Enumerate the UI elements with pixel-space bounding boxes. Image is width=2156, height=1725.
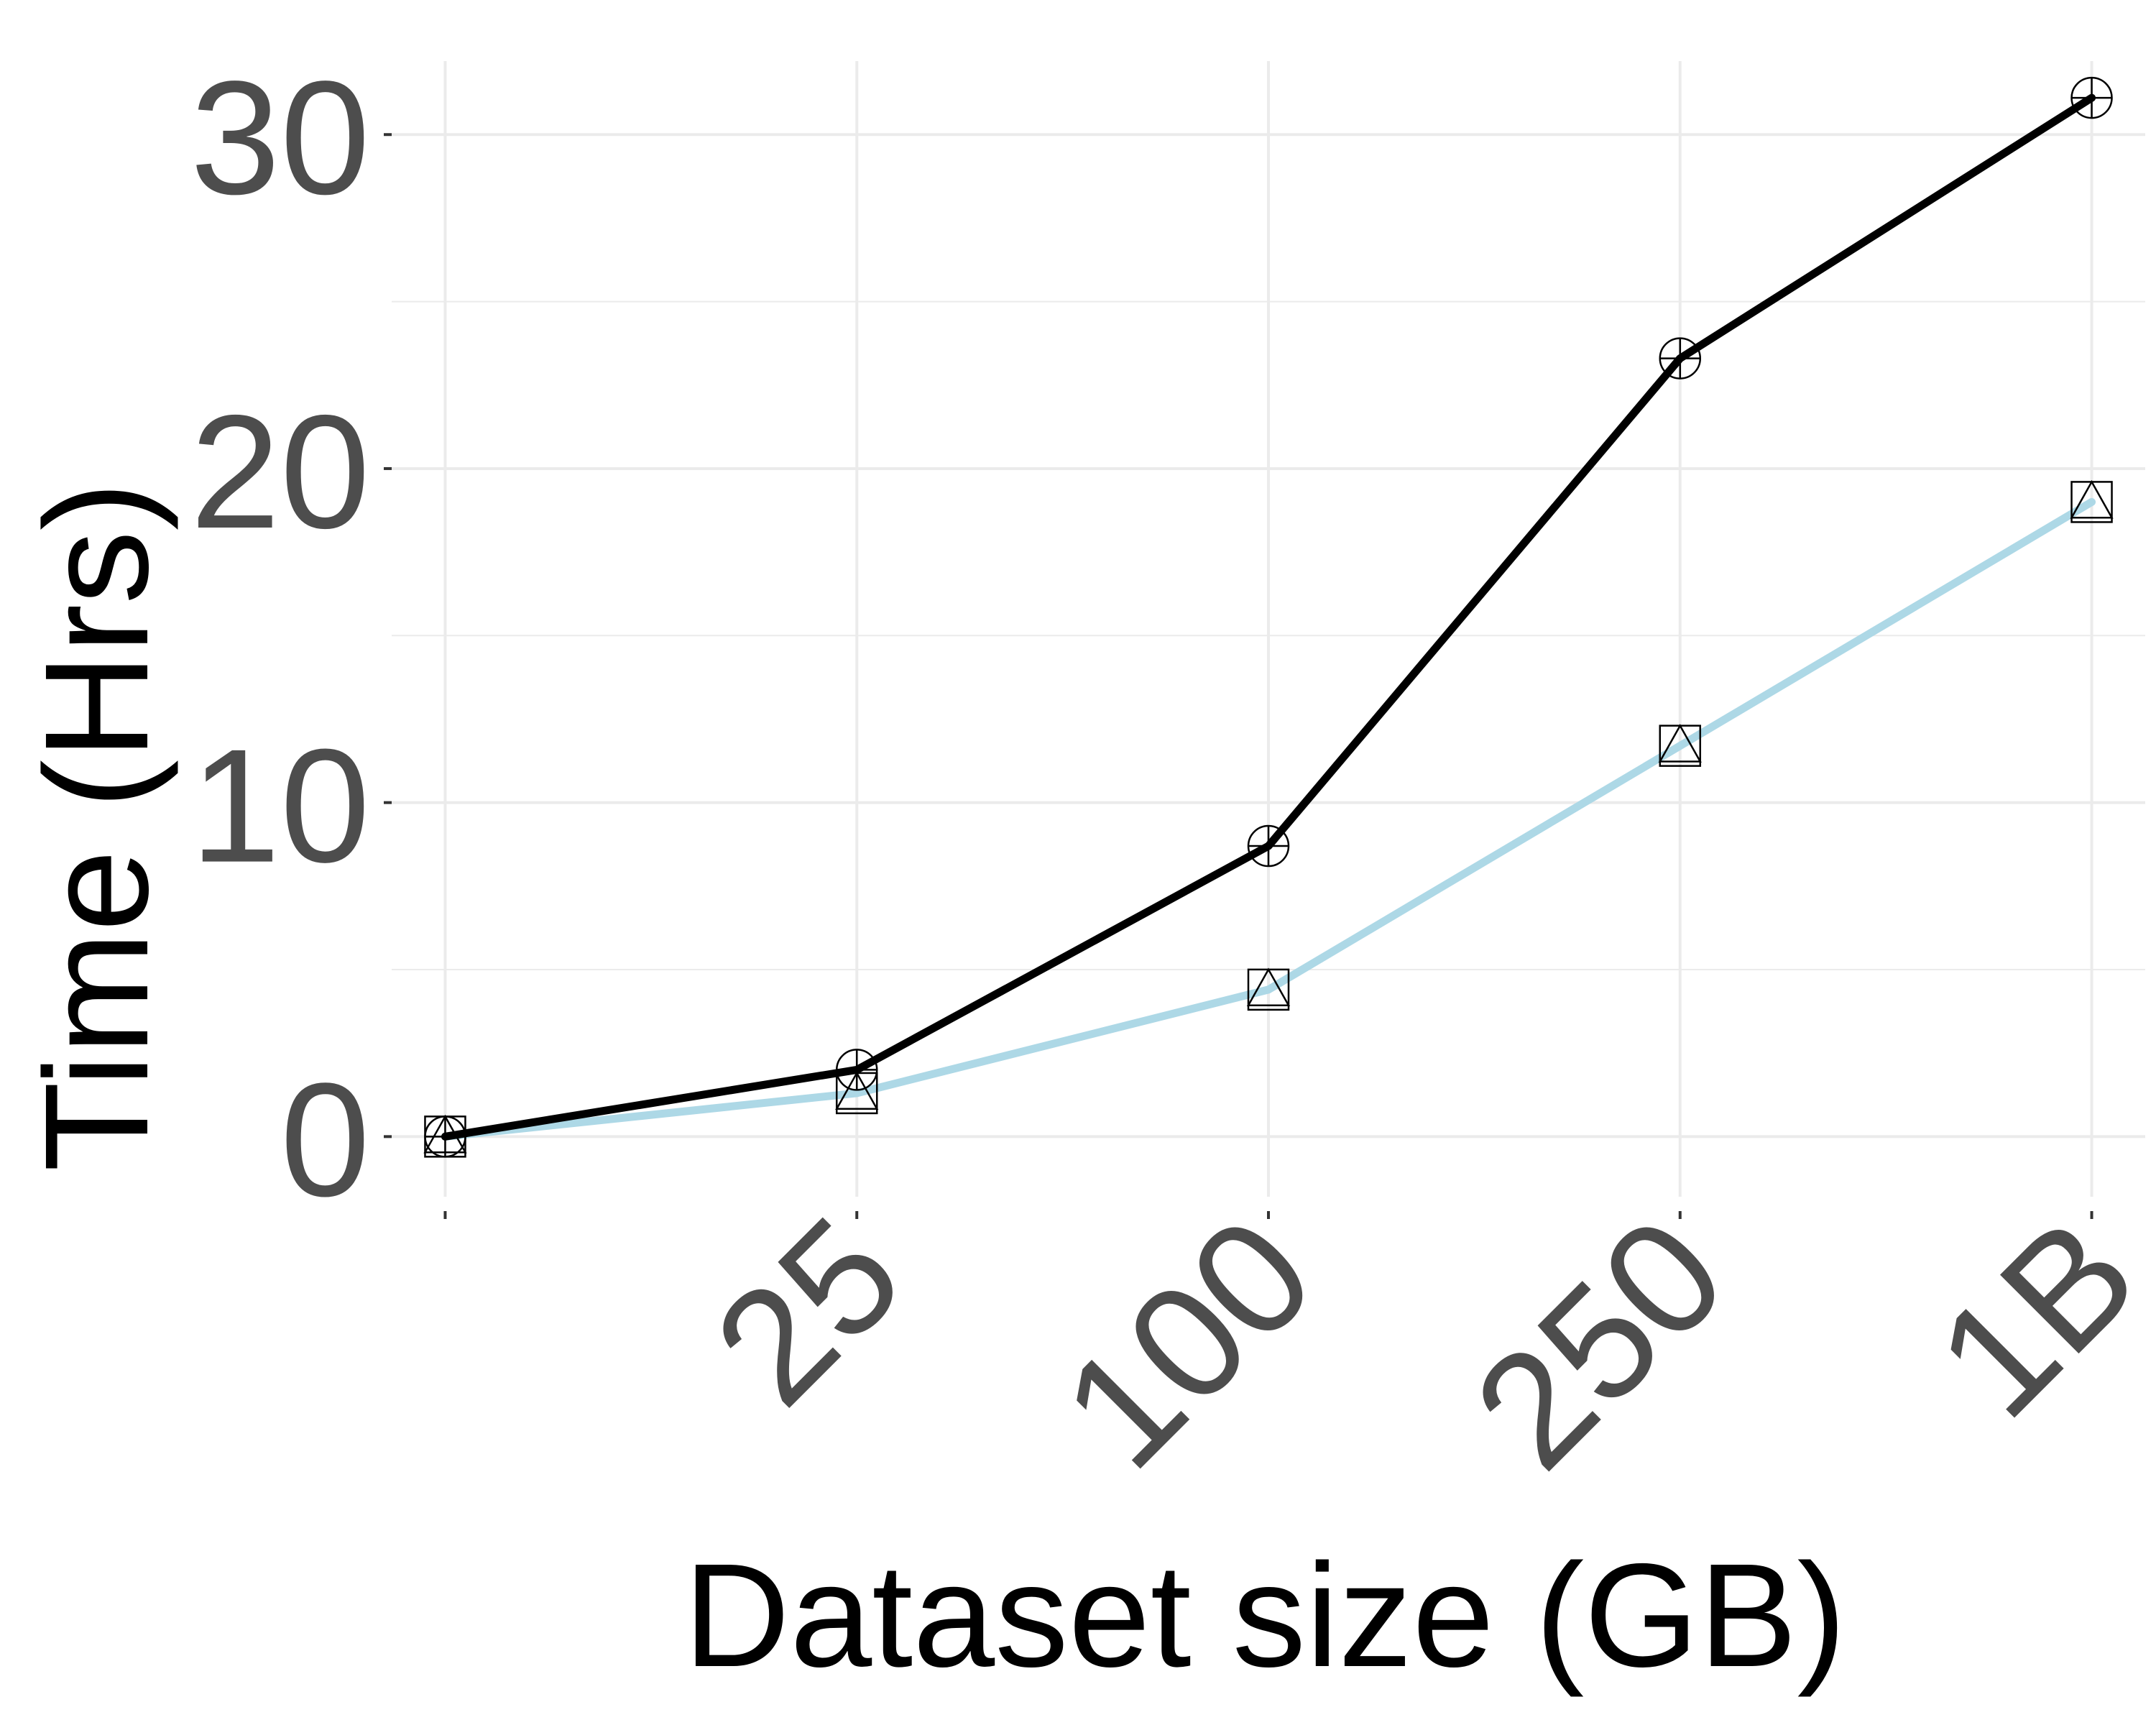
series-1-marker [1659, 337, 1702, 380]
series-1-marker [424, 1116, 466, 1158]
series-1-marker [2070, 76, 2113, 119]
grid-lines [392, 61, 2145, 1197]
series-2-line [441, 497, 2096, 1141]
y-tick-label: 30 [190, 47, 370, 228]
axis-ticks [384, 133, 2093, 1219]
x-tick-label: 250 [1439, 1183, 1759, 1502]
series-2-marker [2070, 479, 2114, 523]
y-tick-labels: 0 10 20 30 [190, 47, 370, 1230]
series-markers [423, 76, 2114, 1158]
triangle-marker [2070, 479, 2114, 519]
triangle-marker [1658, 724, 1702, 763]
series-1-marker [835, 1049, 878, 1091]
x-tick-label: 25 [680, 1183, 935, 1438]
y-tick-label: 20 [190, 381, 370, 562]
x-axis-title: Dataset size (GB) [683, 1533, 1846, 1698]
triangle-marker [1246, 967, 1291, 1006]
series-1-marker [1247, 824, 1290, 868]
y-axis-title: Time (Hrs) [14, 482, 179, 1172]
triangle-marker [835, 1071, 879, 1110]
x-tick-label: 1B [1902, 1183, 2156, 1451]
y-tick-label: 10 [190, 715, 370, 896]
series-2-marker [1246, 967, 1291, 1011]
y-tick-label: 0 [280, 1049, 370, 1230]
series-2-marker [1658, 724, 1702, 767]
x-tick-labels: 25 100 250 1B [680, 1183, 2156, 1502]
x-tick-label: 100 [1028, 1183, 1347, 1502]
